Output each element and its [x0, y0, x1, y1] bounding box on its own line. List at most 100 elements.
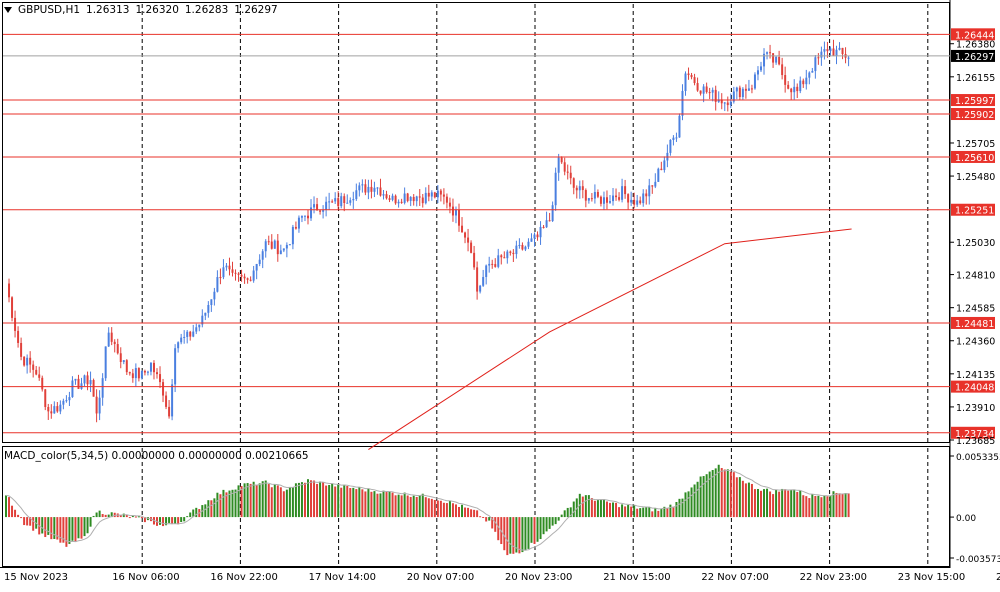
macd-bar-up: [775, 489, 778, 518]
macd-bar-up: [234, 489, 237, 518]
macd-bar-up: [817, 495, 820, 518]
macd-bar-down: [101, 514, 104, 518]
macd-bar-down: [820, 497, 823, 518]
candle-bullish: [279, 250, 282, 255]
candle-bullish: [829, 48, 832, 52]
candle-bearish: [699, 90, 702, 94]
candle-bullish: [723, 102, 726, 104]
candle-bearish: [769, 52, 772, 54]
candle-bullish: [397, 201, 400, 204]
candle-bearish: [394, 195, 397, 204]
candle-bullish: [533, 234, 536, 239]
candle-bullish: [602, 197, 605, 204]
candle-bullish: [518, 244, 521, 246]
macd-bar-down: [784, 489, 787, 518]
chart-menu-triangle-icon[interactable]: [4, 7, 12, 13]
candle-bearish: [41, 377, 44, 390]
candle-bullish: [415, 196, 418, 202]
level-price-label: 1.24048: [955, 383, 994, 394]
candle-bullish: [74, 378, 77, 381]
macd-bar-up: [213, 498, 216, 518]
candle-bullish: [551, 205, 554, 221]
candle-bullish: [349, 200, 352, 203]
macd-bar-down: [50, 517, 53, 540]
candle-bearish: [418, 196, 421, 198]
candle-bullish: [288, 244, 291, 246]
macd-bar-up: [77, 517, 80, 539]
macd-bar-up: [515, 517, 518, 553]
candle-bullish: [195, 327, 198, 332]
price-tick-label: 1.24360: [956, 337, 995, 348]
candle-bullish: [83, 375, 86, 384]
macd-bar-down: [458, 507, 460, 518]
candle-bullish: [436, 190, 439, 198]
macd-bar-up: [421, 493, 424, 518]
candle-bullish: [367, 186, 370, 193]
macd-bar-up: [569, 507, 572, 518]
macd-bar-down: [451, 503, 454, 518]
macd-bar-up: [297, 482, 300, 518]
candle-bullish: [358, 185, 361, 191]
candle-bearish: [738, 87, 741, 98]
candle-bullish: [255, 263, 258, 271]
macd-bar-up: [448, 500, 451, 518]
macd-bar-down: [128, 517, 131, 519]
macd-bar-up: [708, 471, 711, 518]
candle-bearish: [29, 357, 32, 365]
macd-bar-up: [216, 492, 219, 518]
time-tick-label: 21 Nov 15:00: [603, 572, 670, 583]
candle-bullish: [409, 196, 412, 201]
candle-bearish: [249, 279, 252, 281]
macd-bar-down: [62, 517, 65, 543]
candle-bearish: [370, 186, 373, 192]
macd-bar-down: [225, 492, 228, 518]
open-value: 1.26313: [86, 4, 130, 16]
level-price-label: 1.25902: [955, 110, 994, 121]
candle-bearish: [14, 317, 17, 331]
macd-bar-up: [379, 493, 382, 518]
candle-bearish: [406, 193, 409, 201]
macd-bar-down: [385, 492, 388, 518]
macd-bar-down: [270, 487, 273, 518]
level-price-tag: [951, 94, 995, 107]
candle-bullish: [814, 57, 817, 72]
macd-bar-up: [98, 510, 101, 518]
candle-bearish: [159, 374, 162, 383]
candle-bearish: [651, 185, 654, 187]
candle-bullish: [104, 346, 107, 379]
candle-bearish: [575, 187, 578, 191]
price-tick-label: 1.25480: [956, 172, 995, 183]
candle-bearish: [690, 75, 693, 78]
macd-bar-up: [563, 510, 566, 518]
candle-bullish: [183, 336, 186, 338]
macd-bar-up: [681, 498, 684, 518]
macd-bar-up: [705, 474, 708, 518]
macd-bar-up: [572, 501, 575, 518]
macd-bar-up: [388, 491, 391, 518]
macd-bar-up: [319, 481, 322, 518]
macd-bar-up: [107, 514, 110, 518]
macd-bar-up: [756, 488, 759, 518]
candle-bullish: [71, 380, 74, 398]
candle-bearish: [77, 378, 80, 389]
candle-bullish: [355, 190, 358, 200]
candle-bearish: [143, 370, 146, 373]
candle-bullish: [684, 73, 687, 91]
candle-bearish: [162, 382, 165, 396]
candle-bullish: [527, 241, 530, 247]
candle-bullish: [186, 331, 189, 337]
macd-bar-up: [714, 468, 717, 518]
candle-bullish: [258, 259, 261, 264]
candle-bullish: [648, 185, 651, 197]
macd-bar-up: [554, 517, 557, 525]
macd-bar-down: [210, 500, 213, 518]
candle-bullish: [201, 315, 204, 325]
macd-bar-up: [418, 495, 421, 518]
candle-bearish: [705, 86, 708, 93]
candle-bullish: [760, 66, 762, 71]
candle-bearish: [476, 267, 479, 292]
macd-bar-up: [693, 484, 696, 518]
candle-bearish: [448, 202, 451, 207]
candle-bearish: [500, 255, 503, 258]
